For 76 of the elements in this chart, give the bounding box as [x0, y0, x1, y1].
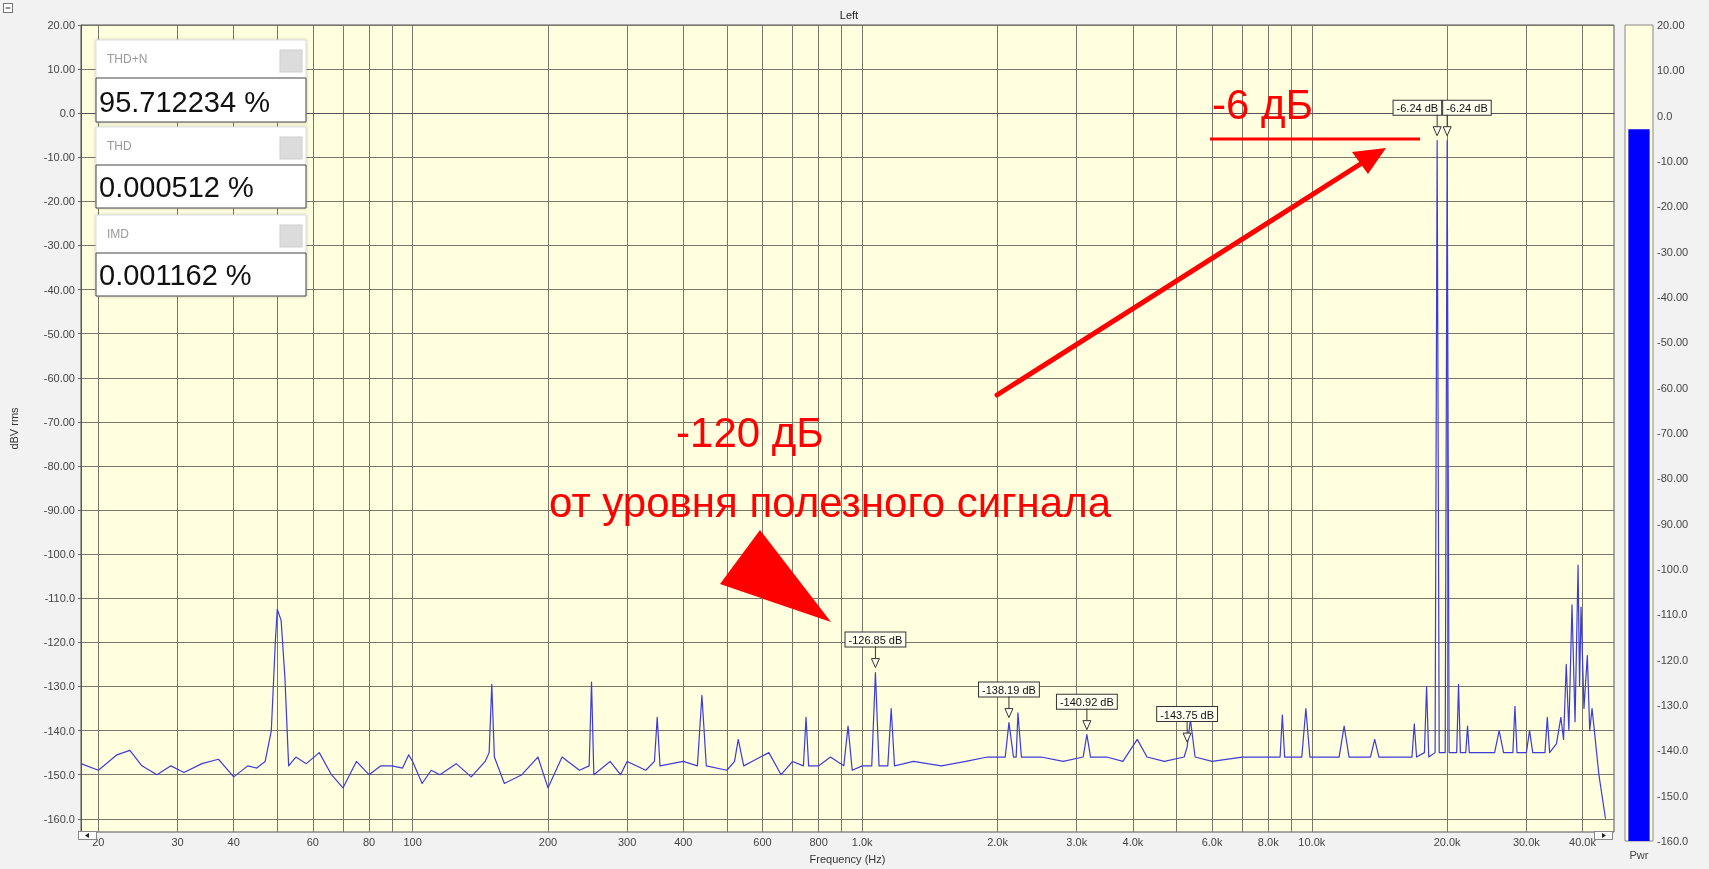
y-tick-label: -160.0	[43, 812, 75, 825]
y-tick-label: -120.0	[43, 636, 75, 649]
y-tick-label: -120.0	[1657, 653, 1689, 666]
y-tick-label: -80.00	[1657, 472, 1689, 485]
x-tick-label: 600	[753, 835, 772, 848]
x-tick-label: 400	[674, 835, 693, 848]
y-tick-label: -110.0	[1657, 608, 1688, 621]
y-tick-label: 10.00	[47, 63, 75, 76]
y-tick-label: -130.0	[43, 680, 75, 693]
annotation: -140.92 dB	[1059, 696, 1114, 709]
x-tick-label: 3.0k	[1066, 835, 1088, 848]
y-tick-label: -150.0	[43, 768, 75, 781]
chart-title: Left	[839, 8, 859, 21]
y-tick-label: -150.0	[1657, 789, 1689, 802]
x-tick-label: 30	[171, 835, 184, 848]
y-tick-label: -60.00	[43, 371, 75, 384]
y-tick-label: -100.0	[43, 548, 75, 561]
x-tick-label: 2.0k	[987, 835, 1009, 848]
x-tick-label: 1.0k	[851, 835, 874, 848]
y-tick-label: -90.00	[43, 504, 75, 517]
y-tick-label: -10.00	[1657, 155, 1689, 167]
y-tick-label: -30.00	[1657, 245, 1689, 258]
x-tick-label: 200	[538, 835, 558, 848]
y-tick-label: -70.00	[43, 415, 75, 428]
y-tick-label: -10.00	[43, 151, 75, 164]
annotation: IMD	[107, 227, 130, 241]
y-tick-label: 20.00	[1657, 19, 1685, 31]
y-tick-label: -40.00	[1657, 291, 1689, 303]
x-tick-label: Pwr	[1629, 848, 1649, 861]
annotation: THD	[107, 139, 132, 153]
y-tick-label: -110.0	[44, 592, 75, 605]
annotation: -6.24 dB	[1446, 102, 1488, 115]
x-tick-label: 10.0k	[1298, 835, 1326, 848]
y-tick-label: -140.0	[1657, 744, 1689, 757]
y-tick-label: -20.00	[1657, 200, 1689, 213]
annotation: 95.712234 %	[99, 86, 270, 118]
x-tick-label: 8.0k	[1257, 835, 1280, 848]
y-axis-title: dBV rms	[7, 406, 20, 450]
x-tick-label: 20.0k	[1433, 835, 1462, 848]
y-tick-label: -80.00	[43, 459, 75, 472]
x-tick-label: 40	[227, 835, 240, 848]
y-tick-label: 0.0	[1657, 109, 1673, 122]
y-tick-label: -130.0	[1657, 699, 1689, 711]
x-tick-label: 300	[617, 835, 637, 848]
y-tick-label: -30.00	[43, 239, 75, 252]
y-tick-label: -20.00	[43, 195, 75, 208]
x-tick-label: 100	[403, 835, 422, 848]
annotation: THD+N	[107, 52, 148, 66]
y-tick-label: -40.00	[43, 283, 75, 296]
y-tick-label: -100.0	[1657, 563, 1689, 575]
x-tick-label: 40.0k	[1569, 835, 1597, 848]
x-tick-label: 4.0k	[1122, 835, 1144, 848]
x-tick-label: 6.0k	[1201, 835, 1223, 848]
annotation: -120 дБ	[676, 408, 824, 456]
y-tick-label: -90.00	[1657, 517, 1689, 530]
annotation: 0.000512 %	[99, 171, 254, 203]
annotation: -138.19 dB	[982, 684, 1036, 697]
annotation: -6.24 dB	[1396, 102, 1439, 115]
x-tick-label: 30.0k	[1512, 835, 1541, 848]
annotation: -126.85 dB	[848, 634, 903, 647]
annotation: 0.001162 %	[99, 259, 252, 291]
y-tick-label: -50.00	[43, 327, 75, 340]
x-tick-label: 800	[809, 835, 828, 848]
x-tick-label: 60	[306, 835, 319, 848]
x-axis-title: Frequency (Hz)	[809, 852, 886, 865]
y-tick-label: -160.0	[1657, 835, 1689, 847]
y-tick-label: -70.00	[1657, 427, 1689, 439]
x-tick-label: 80	[362, 835, 376, 848]
annotation: -143.75 dB	[1160, 708, 1215, 721]
y-tick-label: 0.0	[59, 107, 75, 120]
annotation: от уровня полезного сигнала	[548, 478, 1112, 526]
y-tick-label: 10.00	[1657, 64, 1685, 77]
y-tick-label: -140.0	[43, 724, 75, 737]
y-tick-label: -60.00	[1657, 381, 1689, 394]
y-tick-label: -50.00	[1657, 336, 1689, 349]
y-tick-label: 20.00	[47, 19, 75, 31]
